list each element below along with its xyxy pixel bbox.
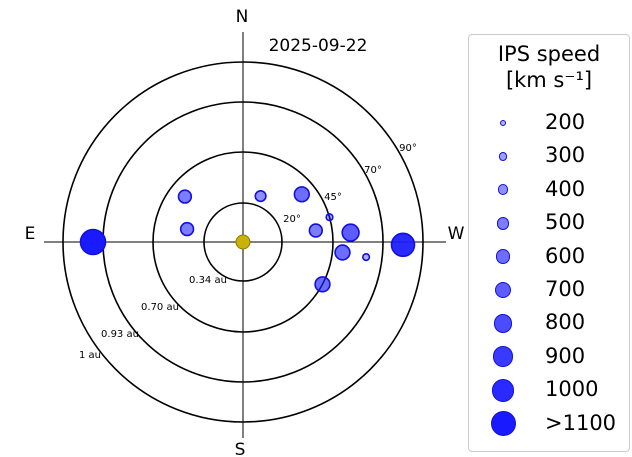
legend-entry: 1000 — [469, 374, 629, 407]
ips-point-3 — [341, 223, 360, 242]
ips-point-6 — [308, 223, 323, 238]
legend-marker — [498, 152, 508, 161]
legend-label: 900 — [545, 343, 586, 368]
legend-entry: 700 — [469, 274, 629, 307]
legend-label: 200 — [545, 110, 586, 134]
legend-entry: 300 — [469, 140, 629, 173]
legend-label: 600 — [545, 243, 586, 268]
ips-point-8 — [254, 190, 267, 203]
ring-label-0.70au: 0.70 au — [141, 302, 179, 313]
ips-point-5 — [325, 213, 334, 222]
ips-point-2 — [362, 253, 371, 262]
legend-marker — [494, 281, 512, 299]
angle-label-45: 45° — [324, 192, 342, 203]
legend-label: 1000 — [545, 377, 599, 402]
ips-point-11 — [314, 276, 331, 293]
legend-entry: 500 — [469, 207, 629, 240]
legend-entry: 400 — [469, 174, 629, 207]
legend-label: 300 — [545, 143, 586, 168]
compass-west: W — [448, 224, 465, 244]
ips-point-10 — [179, 221, 195, 237]
ips-point-9 — [177, 189, 193, 204]
legend-entry: 200 — [469, 107, 629, 140]
legend-marker — [491, 378, 515, 402]
legend-entry: 600 — [469, 241, 629, 274]
angle-label-90: 90° — [399, 143, 417, 154]
sun-marker — [235, 234, 251, 250]
ips-point-7 — [293, 186, 310, 203]
ips-point-0 — [79, 228, 107, 256]
legend-marker — [497, 184, 509, 196]
ips-point-1 — [390, 232, 416, 258]
legend-marker — [492, 346, 514, 368]
angle-label-20: 20° — [283, 214, 301, 225]
compass-south: S — [235, 440, 246, 457]
ring-label-0.34au: 0.34 au — [189, 275, 227, 286]
legend-marker — [495, 249, 511, 264]
legend-entry: 900 — [469, 341, 629, 374]
angle-label-70: 70° — [364, 165, 382, 176]
legend-title-text: IPS speed — [497, 42, 601, 66]
legend-label: >1100 — [545, 410, 617, 435]
legend-entry: >1100 — [469, 408, 629, 441]
legend: IPS speed [km s⁻¹] 200 300 400 500 600 700 800… — [468, 34, 630, 452]
legend-label: 500 — [545, 210, 586, 235]
ips-point-4 — [334, 244, 351, 261]
ring-label-0.93au: 0.93 au — [101, 329, 139, 340]
legend-label: 700 — [545, 277, 586, 301]
legend-marker — [499, 119, 507, 127]
legend-unit-text: [km s⁻¹] — [505, 68, 593, 92]
chart-date: 2025-09-22 — [269, 36, 368, 56]
legend-entry: 800 — [469, 307, 629, 340]
compass-north: N — [236, 7, 249, 27]
ring-label-1au: 1 au — [79, 350, 101, 361]
legend-marker — [493, 313, 513, 333]
legend-label: 800 — [545, 310, 586, 335]
legend-label: 400 — [545, 176, 586, 201]
legend-title: IPS speed [km s⁻¹] — [469, 41, 629, 93]
polar-chart: N S E W 2025-09-22 0.34 au 0.70 au 0.93 … — [25, 7, 465, 457]
compass-east: E — [25, 224, 36, 244]
ips-points — [79, 186, 416, 293]
legend-marker — [496, 216, 510, 230]
legend-marker — [490, 411, 516, 437]
